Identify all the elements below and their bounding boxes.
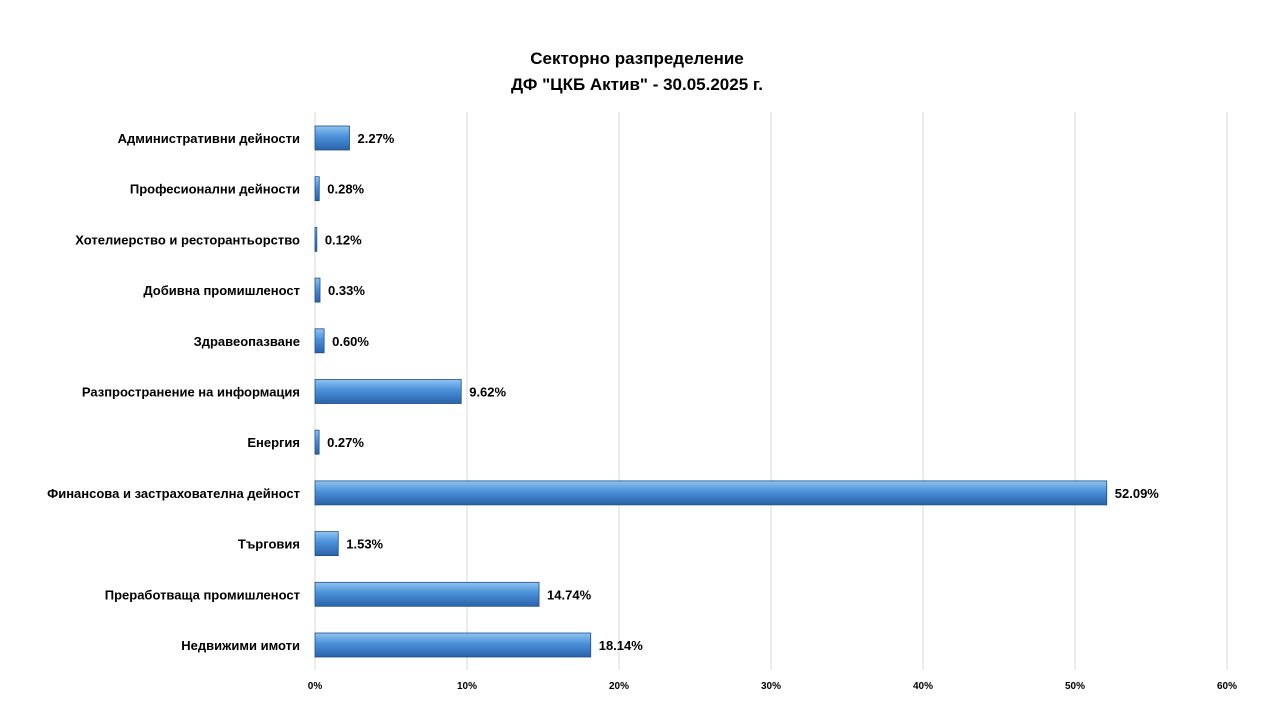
data-label: 14.74%: [547, 587, 592, 602]
bar: [314, 480, 1108, 506]
data-label: 0.60%: [332, 334, 369, 349]
bar: [314, 328, 325, 354]
bar: [314, 226, 318, 252]
category-label: Добивна промишленост: [143, 283, 300, 298]
bar: [314, 632, 592, 658]
chart-title-line-2: ДФ "ЦКБ Актив" - 30.05.2025 г.: [511, 75, 763, 94]
bar: [314, 277, 321, 303]
data-label: 9.62%: [469, 385, 506, 400]
data-label: 1.53%: [346, 537, 383, 552]
data-label: 0.28%: [327, 182, 364, 197]
x-axis-ticks: 0% 10% 20% 30% 40% 50% 60%: [308, 681, 1237, 692]
data-label: 0.33%: [328, 283, 365, 298]
category-label: Финансова и застрахователна дейност: [47, 486, 300, 501]
category-label: Недвижими имоти: [181, 638, 300, 653]
bar: [314, 581, 540, 607]
data-label: 2.27%: [358, 131, 395, 146]
x-tick-label: 40%: [913, 681, 933, 692]
bar: [314, 379, 462, 404]
x-tick-label: 60%: [1217, 681, 1237, 692]
data-label: 0.12%: [325, 232, 362, 247]
bar: [314, 531, 339, 556]
category-label: Здравеопазване: [194, 334, 300, 349]
bar: [314, 125, 350, 151]
category-label: Административни дейности: [118, 131, 300, 146]
x-tick-label: 10%: [457, 681, 477, 692]
bar: [314, 429, 320, 455]
x-tick-label: 0%: [308, 681, 323, 692]
bar: [314, 176, 320, 202]
category-label: Хотелиерство и ресторантьорство: [75, 232, 300, 247]
chart-title-line-1: Секторно разпределение: [530, 49, 744, 68]
category-label: Професионални дейности: [130, 182, 300, 197]
category-label: Търговия: [238, 537, 300, 552]
x-tick-label: 20%: [609, 681, 629, 692]
x-tick-label: 50%: [1065, 681, 1085, 692]
category-labels: Административни дейности Професионални де…: [47, 131, 300, 653]
category-label: Разпространение на информация: [82, 385, 300, 400]
data-label: 0.27%: [327, 435, 364, 450]
value-labels: 2.27% 0.28% 0.12% 0.33% 0.60% 9.62% 0.27% 52.09…: [325, 131, 1159, 653]
data-label: 52.09%: [1115, 486, 1160, 501]
data-label: 18.14%: [599, 638, 644, 653]
category-label: Преработваща промишленост: [105, 587, 300, 602]
category-label: Енергия: [247, 435, 300, 450]
x-tick-label: 30%: [761, 681, 781, 692]
gridlines: [314, 112, 1228, 670]
bars: [314, 125, 1108, 658]
